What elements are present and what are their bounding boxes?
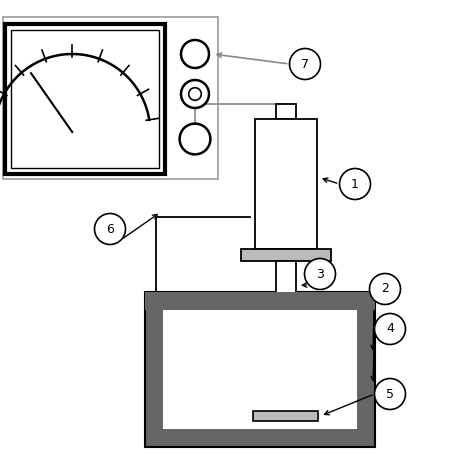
Circle shape	[339, 168, 371, 200]
Bar	[3, 17, 218, 179]
Text: 4: 4	[386, 323, 394, 336]
Text: 7: 7	[301, 57, 309, 71]
Text: 1: 1	[351, 178, 359, 190]
Bar	[145, 292, 274, 310]
Bar	[241, 249, 331, 261]
Text: 5: 5	[386, 387, 394, 401]
Circle shape	[370, 274, 401, 304]
Circle shape	[374, 313, 405, 345]
Bar	[145, 292, 375, 310]
Circle shape	[189, 88, 201, 101]
Circle shape	[186, 43, 194, 51]
Circle shape	[94, 213, 126, 245]
Bar	[281, 331, 291, 349]
Text: 2: 2	[381, 282, 389, 296]
Bar	[276, 261, 296, 331]
Circle shape	[181, 80, 209, 108]
Bar	[254, 411, 319, 421]
Circle shape	[196, 43, 204, 51]
Bar	[276, 104, 296, 119]
Circle shape	[180, 123, 210, 154]
Circle shape	[290, 49, 320, 79]
Text: 3: 3	[316, 268, 324, 280]
Bar	[11, 30, 159, 168]
Circle shape	[374, 379, 405, 409]
Circle shape	[181, 40, 209, 68]
Bar	[255, 119, 317, 249]
Bar	[298, 292, 375, 310]
Text: 6: 6	[106, 223, 114, 235]
Circle shape	[304, 258, 336, 290]
Bar	[145, 292, 375, 447]
Bar	[5, 24, 165, 174]
Bar	[163, 292, 357, 429]
